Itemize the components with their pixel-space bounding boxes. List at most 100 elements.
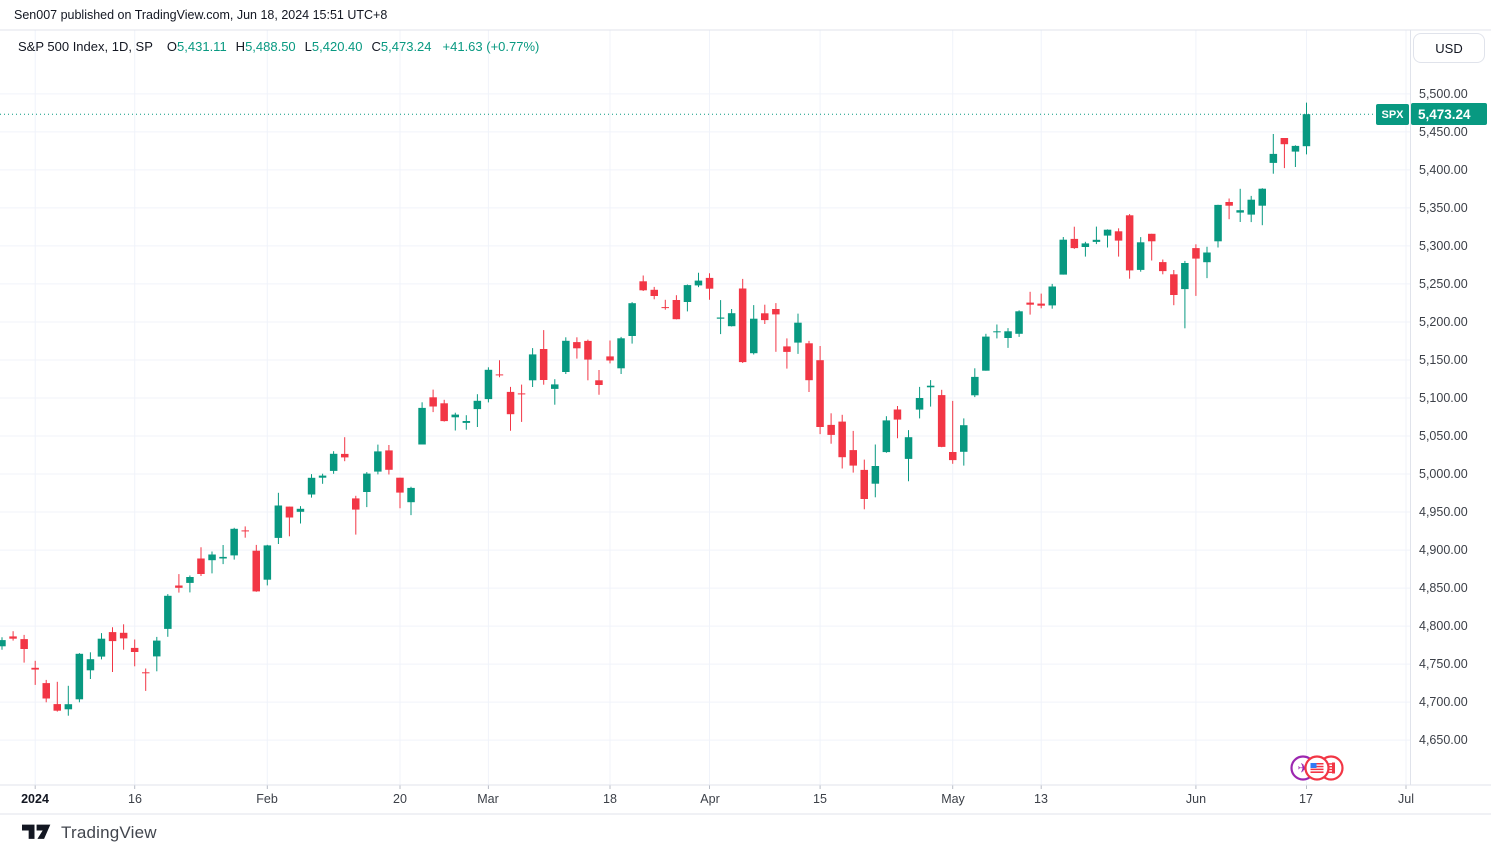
candle: [528, 348, 537, 387]
candle: [761, 304, 769, 324]
candle: [75, 653, 84, 703]
candle: [1148, 233, 1156, 261]
candle: [175, 574, 183, 593]
candle: [573, 337, 581, 359]
candle: [1192, 244, 1200, 296]
price-tick-label: 5,450.00: [1419, 125, 1468, 139]
candle: [1004, 328, 1012, 348]
candle: [904, 430, 913, 482]
candle: [1181, 260, 1189, 329]
candle: [1048, 283, 1056, 309]
time-tick-label: 18: [603, 792, 617, 806]
candle: [893, 406, 902, 439]
candle: [816, 346, 824, 435]
candle: [1269, 134, 1278, 174]
candle: [119, 624, 128, 650]
candle: [385, 445, 393, 475]
candle: [97, 633, 106, 660]
candle: [805, 340, 813, 392]
candle: [551, 379, 559, 405]
candle: [915, 386, 924, 419]
candle: [584, 339, 592, 381]
candle: [142, 668, 150, 691]
candle: [738, 278, 747, 363]
candle: [1114, 228, 1123, 257]
tradingview-logo-icon[interactable]: [22, 822, 52, 844]
time-tick-label: 2024: [21, 792, 49, 806]
time-tick-label: 17: [1299, 792, 1313, 806]
candle: [31, 660, 39, 685]
candle: [1136, 237, 1145, 272]
candle: [1125, 214, 1134, 279]
candle: [672, 295, 681, 320]
candle: [1291, 145, 1300, 167]
candle: [694, 272, 703, 288]
legend-low: L5,420.40: [304, 39, 363, 54]
candle: [0, 637, 6, 650]
legend-close: C5,473.24: [371, 39, 432, 54]
time-tick-label: 16: [128, 792, 142, 806]
candle: [230, 527, 238, 560]
us-flag-event-icon[interactable]: [1304, 755, 1330, 781]
candle: [407, 486, 415, 516]
price-tick-label: 4,950.00: [1419, 505, 1468, 519]
price-tick-label: 5,150.00: [1419, 353, 1468, 367]
candle: [1236, 188, 1244, 222]
candle: [374, 444, 382, 475]
candle: [1059, 237, 1067, 275]
legend: S&P 500 Index, 1D, SP O5,431.11 H5,488.5…: [18, 38, 539, 55]
currency-usd-button[interactable]: USD: [1413, 33, 1485, 63]
time-tick-label: Jun: [1185, 792, 1207, 806]
candle: [683, 284, 692, 312]
candle: [1103, 229, 1112, 248]
candle: [329, 451, 338, 474]
time-tick-label: Apr: [700, 792, 720, 806]
candle: [164, 594, 172, 637]
candle: [1302, 102, 1311, 155]
candle: [352, 495, 360, 535]
time-axis-event-icons[interactable]: ✈: [1288, 753, 1346, 783]
candle: [661, 299, 669, 310]
price-tick-label: 4,900.00: [1419, 543, 1468, 557]
attribution-text: Sen007 published on TradingView.com, Jun…: [14, 8, 388, 22]
candle: [606, 340, 614, 364]
candle: [473, 394, 482, 427]
candle: [1258, 188, 1266, 226]
time-tick-label: May: [941, 792, 965, 806]
candle: [363, 472, 371, 508]
legend-symbol[interactable]: S&P 500 Index, 1D, SP: [18, 39, 153, 54]
price-tick-label: 5,100.00: [1419, 391, 1468, 405]
candle: [451, 412, 459, 431]
candle: [882, 416, 891, 453]
candle: [440, 399, 448, 422]
candle: [130, 639, 139, 667]
candle: [971, 368, 979, 398]
candle: [197, 547, 205, 576]
candle: [639, 275, 647, 291]
candle: [186, 575, 194, 593]
brand-name[interactable]: TradingView: [61, 823, 157, 842]
candle: [1214, 204, 1222, 248]
time-tick-label: 15: [813, 792, 827, 806]
candle: [53, 681, 61, 712]
candle: [418, 402, 426, 445]
candle: [517, 384, 526, 422]
candle: [949, 400, 957, 464]
legend-open: O5,431.11: [166, 39, 227, 54]
candle: [705, 273, 714, 300]
price-tick-label: 5,400.00: [1419, 163, 1468, 177]
candle: [495, 360, 504, 378]
candle: [750, 305, 758, 355]
candle: [794, 313, 802, 354]
candle: [595, 370, 603, 395]
time-tick-label: Jul: [1398, 792, 1414, 806]
candle: [429, 389, 437, 413]
candle: [318, 473, 327, 484]
candle: [926, 380, 935, 407]
candle: [153, 636, 161, 672]
price-tick-label: 4,650.00: [1419, 733, 1468, 747]
candle: [86, 652, 95, 679]
candle: [219, 545, 227, 565]
candle: [716, 300, 725, 335]
